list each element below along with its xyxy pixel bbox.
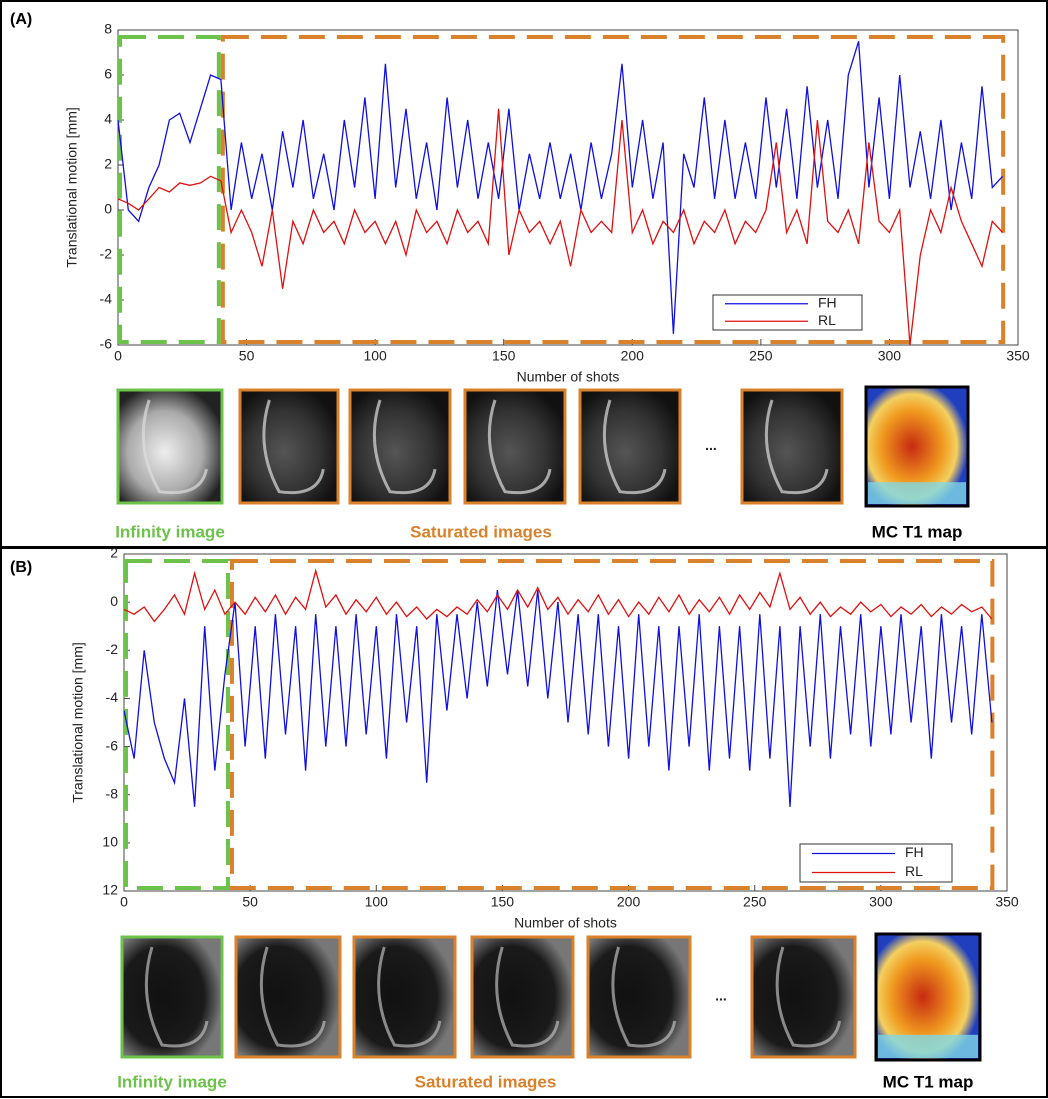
caption: Infinity image — [117, 1072, 227, 1091]
thumbnail — [352, 935, 457, 1059]
y-tick-label: 0 — [104, 201, 112, 217]
thumbnail — [348, 388, 452, 505]
x-tick-label: 150 — [491, 894, 515, 910]
legend-label: FH — [818, 294, 837, 310]
x-tick-label: 300 — [878, 348, 902, 364]
thumbnail-edge — [262, 399, 325, 495]
thumbnail-edge — [372, 399, 437, 495]
thumbnail — [463, 388, 567, 505]
thumbnail-edge — [259, 946, 326, 1048]
y-tick-label: -8 — [106, 785, 119, 801]
y-tick-label: -4 — [106, 689, 119, 705]
y-tick-label: 8 — [104, 21, 112, 37]
y-tick-label: 2 — [104, 156, 112, 172]
y-tick-label: 4 — [104, 111, 112, 127]
line-series — [117, 41, 1004, 334]
thumbnail — [116, 388, 224, 505]
region-box — [229, 559, 995, 890]
y-axis-label: Translational motion [mm] — [64, 107, 80, 268]
t1-map-base — [868, 482, 966, 504]
region-box — [220, 35, 1006, 344]
y-tick-label: 12 — [102, 882, 118, 898]
y-tick-label: 6 — [104, 66, 112, 82]
thumbnail — [238, 388, 340, 505]
plot-frame — [123, 553, 1008, 892]
y-tick-label: 0 — [110, 593, 118, 609]
legend-label: RL — [905, 863, 923, 879]
legend-box — [712, 294, 863, 331]
caption: Infinity image — [115, 522, 225, 541]
panel-label: (B) — [10, 559, 32, 576]
caption: MC T1 map — [872, 522, 963, 541]
y-tick-label: -4 — [100, 291, 113, 307]
plot-frame — [117, 29, 1019, 346]
x-tick-label: 100 — [363, 348, 387, 364]
legend-box — [799, 843, 953, 883]
t1-map-base — [878, 1034, 978, 1058]
x-tick-label: 250 — [743, 894, 767, 910]
x-tick-label: 50 — [239, 348, 255, 364]
thumbnail — [750, 935, 857, 1059]
y-tick-label: -2 — [100, 246, 113, 262]
thumbnail — [120, 935, 224, 1059]
x-tick-label: 300 — [869, 894, 893, 910]
y-tick-label: -2 — [106, 641, 119, 657]
x-tick-label: 200 — [617, 894, 641, 910]
region-box — [118, 35, 221, 344]
thumbnail — [578, 388, 682, 505]
thumbnail-edge — [144, 946, 209, 1048]
thumbnail — [586, 935, 692, 1059]
y-axis-label: Translational motion [mm] — [70, 642, 86, 803]
region-box — [124, 559, 230, 890]
thumbnail-edge — [764, 399, 829, 495]
legend-label: RL — [818, 312, 836, 328]
thumbnail-edge — [377, 946, 442, 1048]
y-tick-label: 2 — [110, 545, 118, 561]
thumbnail — [470, 935, 575, 1059]
panel-border — [0, 547, 1048, 1098]
x-tick-label: 0 — [114, 348, 122, 364]
x-axis-label: Number of shots — [517, 369, 620, 385]
line-series — [123, 590, 993, 807]
x-tick-label: 100 — [365, 894, 389, 910]
x-tick-label: 0 — [120, 894, 128, 910]
caption: Saturated images — [410, 522, 552, 541]
x-tick-label: 150 — [492, 348, 516, 364]
x-tick-label: 200 — [621, 348, 645, 364]
x-tick-label: 350 — [995, 894, 1019, 910]
legend-label: FH — [905, 844, 924, 860]
x-tick-label: 50 — [242, 894, 258, 910]
ellipsis: ... — [705, 437, 717, 453]
thumbnail-edge — [775, 946, 842, 1048]
line-series — [117, 108, 1004, 346]
line-series — [123, 568, 993, 623]
thumbnail-edge — [141, 399, 208, 495]
panel-label: (A) — [10, 11, 32, 28]
thumbnail-edge — [487, 399, 552, 495]
caption: Saturated images — [415, 1072, 557, 1091]
caption: MC T1 map — [883, 1072, 974, 1091]
thumbnail-edge — [602, 399, 667, 495]
y-tick-label: -6 — [106, 737, 119, 753]
x-tick-label: 350 — [1006, 348, 1030, 364]
y-tick-label: 10 — [102, 834, 118, 850]
x-axis-label: Number of shots — [514, 915, 617, 931]
thumbnail — [740, 388, 844, 505]
thumbnail — [234, 935, 342, 1059]
ellipsis: ... — [715, 988, 727, 1004]
x-tick-label: 250 — [749, 348, 773, 364]
y-tick-label: -6 — [100, 336, 113, 352]
thumbnail-edge — [495, 946, 560, 1048]
thumbnail-edge — [611, 946, 677, 1048]
